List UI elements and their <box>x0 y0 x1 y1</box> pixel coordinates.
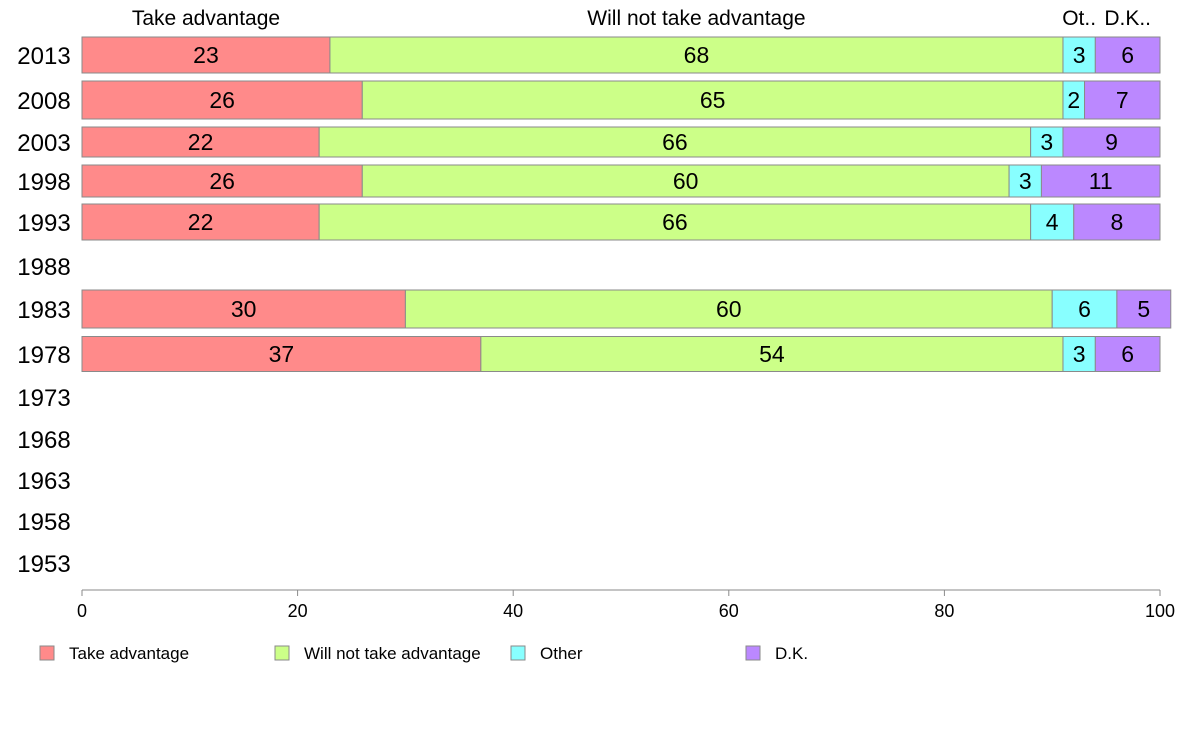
bar-other-1978 <box>1062 336 1096 372</box>
bar-take-advantage-2013 <box>81 36 331 74</box>
value-label-take-advantage-1993: 22 <box>188 209 214 235</box>
value-label-d-k-1978: 6 <box>1121 341 1134 367</box>
value-label-take-advantage-1983: 30 <box>231 296 257 322</box>
x-tick-label-60: 60 <box>719 601 739 621</box>
bar-other-1993 <box>1030 203 1075 241</box>
legend-label-take-advantage: Take advantage <box>69 644 189 663</box>
bar-d-k-2013 <box>1094 36 1161 74</box>
bar-take-advantage-2008 <box>81 80 363 120</box>
bar-d-k-2003 <box>1062 126 1161 158</box>
value-label-will-not-take-advantage-1983: 60 <box>716 296 742 322</box>
year-label-2013: 2013 <box>17 43 70 70</box>
bar-d-k-1978 <box>1094 336 1161 372</box>
top-labels: Take advantage Will not take advantage Ot.… <box>132 7 1151 30</box>
x-tick-label-40: 40 <box>503 601 523 621</box>
bar-will-not-take-advantage-1998 <box>361 164 1010 198</box>
value-label-other-1993: 4 <box>1046 209 1059 235</box>
value-label-d-k-1998: 11 <box>1089 168 1113 194</box>
value-label-take-advantage-2013: 23 <box>193 42 219 68</box>
bar-take-advantage-1978 <box>81 336 482 372</box>
value-label-other-1978: 3 <box>1073 341 1086 367</box>
value-label-will-not-take-advantage-1998: 60 <box>673 168 699 194</box>
bar-will-not-take-advantage-1978 <box>480 336 1064 372</box>
legend-swatch-take-advantage <box>39 645 55 661</box>
bar-will-not-take-advantage-2008 <box>361 80 1064 120</box>
year-label-1978: 1978 <box>17 342 70 369</box>
legend-swatch-other <box>510 645 526 661</box>
top-label-other: Ot.. <box>1062 7 1096 30</box>
legend-swatch-will-not-take-advantage <box>274 645 290 661</box>
value-label-take-advantage-2003: 22 <box>188 129 214 155</box>
value-label-d-k-1993: 8 <box>1110 209 1123 235</box>
x-tick-label-20: 20 <box>288 601 308 621</box>
value-label-d-k-2013: 6 <box>1121 42 1134 68</box>
year-label-1963: 1963 <box>17 468 70 495</box>
value-label-will-not-take-advantage-1993: 66 <box>662 209 688 235</box>
top-label-take-advantage: Take advantage <box>132 7 280 30</box>
value-label-other-2013: 3 <box>1073 42 1086 68</box>
x-axis: 0 20 40 60 80 100 <box>77 589 1175 621</box>
bar-take-advantage-1983 <box>81 289 406 329</box>
value-label-will-not-take-advantage-1978: 54 <box>759 341 785 367</box>
year-label-1973: 1973 <box>17 385 70 412</box>
legend: Take advantage Will not take advantage Oth… <box>39 644 808 663</box>
value-label-take-advantage-1998: 26 <box>209 168 235 194</box>
value-label-take-advantage-1978: 37 <box>269 341 295 367</box>
value-label-will-not-take-advantage-2013: 68 <box>684 42 710 68</box>
value-label-d-k-1983: 5 <box>1137 296 1150 322</box>
bar-take-advantage-2003 <box>81 126 320 158</box>
year-label-1993: 1993 <box>17 210 70 237</box>
value-label-will-not-take-advantage-2008: 65 <box>700 87 726 113</box>
year-labels: 2013 2008 2003 1998 1993 1988 1983 1978 1973 1968… <box>17 43 70 578</box>
year-label-1983: 1983 <box>17 297 70 324</box>
year-label-1968: 1968 <box>17 427 70 454</box>
legend-label-other: Other <box>540 644 583 663</box>
year-label-1953: 1953 <box>17 551 70 578</box>
top-label-will-not-take-advantage: Will not take advantage <box>587 7 805 30</box>
year-label-1998: 1998 <box>17 169 70 196</box>
bar-d-k-1998 <box>1040 164 1161 198</box>
value-label-take-advantage-2008: 26 <box>209 87 235 113</box>
bar-will-not-take-advantage-2013 <box>329 36 1064 74</box>
value-label-other-2003: 3 <box>1040 129 1053 155</box>
year-label-1958: 1958 <box>17 509 70 536</box>
bar-will-not-take-advantage-2003 <box>318 126 1032 158</box>
bar-other-2013 <box>1062 36 1096 74</box>
bar-d-k-1983 <box>1116 289 1172 329</box>
bar-other-1983 <box>1051 289 1118 329</box>
value-label-will-not-take-advantage-2003: 66 <box>662 129 688 155</box>
bar-will-not-take-advantage-1983 <box>404 289 1053 329</box>
bar-take-advantage-1993 <box>81 203 320 241</box>
bar-d-k-2008 <box>1084 80 1161 120</box>
value-label-other-2008: 2 <box>1067 87 1080 113</box>
x-tick-label-100: 100 <box>1145 601 1175 621</box>
year-label-1988: 1988 <box>17 254 70 281</box>
bar-take-advantage-1998 <box>81 164 363 198</box>
bar-will-not-take-advantage-1993 <box>318 203 1032 241</box>
year-label-2008: 2008 <box>17 88 70 115</box>
top-label-d-k: D.K.. <box>1104 7 1151 30</box>
value-label-d-k-2003: 9 <box>1105 129 1118 155</box>
legend-label-d-k: D.K. <box>775 644 808 663</box>
value-label-other-1983: 6 <box>1078 296 1091 322</box>
x-tick-label-0: 0 <box>77 601 87 621</box>
value-label-other-1998: 3 <box>1019 168 1032 194</box>
bar-other-2003 <box>1030 126 1064 158</box>
bar-d-k-1993 <box>1073 203 1161 241</box>
bar-other-1998 <box>1008 164 1042 198</box>
value-label-d-k-2008: 7 <box>1116 87 1129 113</box>
legend-swatch-d-k <box>745 645 761 661</box>
x-tick-label-80: 80 <box>934 601 954 621</box>
year-label-2003: 2003 <box>17 130 70 157</box>
legend-label-will-not-take-advantage: Will not take advantage <box>304 644 481 663</box>
